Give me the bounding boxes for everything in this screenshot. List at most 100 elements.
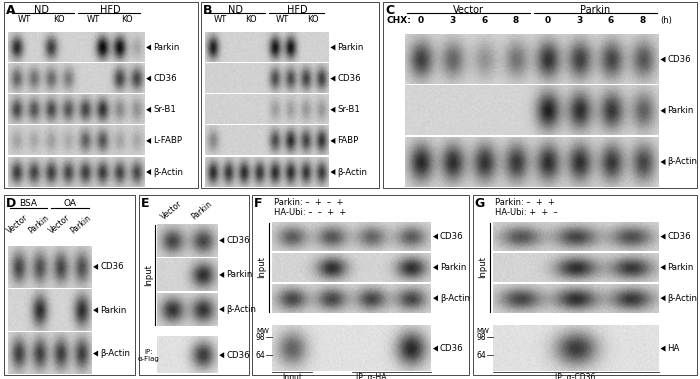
Text: β-Actin: β-Actin	[668, 294, 697, 303]
Text: KO: KO	[307, 15, 318, 24]
Bar	[272, 284, 431, 313]
Polygon shape	[146, 138, 151, 144]
Bar	[405, 86, 659, 135]
Text: KO: KO	[53, 15, 64, 24]
Text: CD36: CD36	[337, 74, 361, 83]
Text: WT: WT	[276, 15, 288, 24]
Polygon shape	[661, 56, 666, 63]
Polygon shape	[146, 44, 151, 50]
Text: HA-Ubi: +  +  –: HA-Ubi: + + –	[494, 208, 557, 217]
Text: C: C	[385, 4, 394, 17]
Bar	[205, 126, 328, 155]
Text: 98: 98	[477, 333, 486, 342]
Text: β-Actin: β-Actin	[100, 349, 130, 358]
Text: FABP: FABP	[337, 136, 358, 146]
Text: WT: WT	[86, 15, 99, 24]
Text: L-FABP: L-FABP	[153, 136, 182, 146]
Polygon shape	[330, 44, 335, 50]
Text: ND: ND	[34, 5, 49, 15]
Text: Vector: Vector	[160, 199, 184, 221]
Bar	[493, 326, 659, 371]
Text: KO: KO	[246, 15, 257, 24]
Text: BSA: BSA	[20, 199, 37, 208]
Text: Parkin: Parkin	[190, 199, 214, 221]
Polygon shape	[661, 233, 666, 240]
Polygon shape	[146, 169, 151, 175]
Polygon shape	[661, 108, 666, 114]
Text: CD36: CD36	[440, 232, 463, 241]
Text: 3: 3	[449, 16, 456, 25]
Bar	[8, 64, 144, 93]
Text: B: B	[203, 4, 212, 17]
Text: 8: 8	[512, 16, 519, 25]
Polygon shape	[219, 237, 224, 243]
Text: MW: MW	[477, 328, 489, 334]
Text: β-Actin: β-Actin	[668, 158, 697, 166]
Text: β-Actin: β-Actin	[337, 168, 368, 177]
Text: HFD: HFD	[99, 5, 120, 15]
Bar	[473, 195, 696, 375]
Bar	[8, 246, 91, 288]
Bar	[493, 284, 659, 313]
Text: CD36: CD36	[153, 74, 176, 83]
Text: Input: Input	[282, 373, 302, 379]
Bar	[205, 95, 328, 124]
Polygon shape	[330, 75, 335, 81]
Text: ND: ND	[228, 5, 244, 15]
Bar	[205, 157, 328, 186]
Text: E: E	[141, 197, 149, 210]
Polygon shape	[433, 346, 438, 352]
Text: Parkin: Parkin	[668, 106, 694, 115]
Polygon shape	[330, 107, 335, 113]
Bar	[205, 64, 328, 93]
Polygon shape	[93, 307, 98, 313]
Text: Parkin: –  +  +: Parkin: – + +	[494, 198, 554, 207]
Bar	[272, 326, 431, 371]
Bar	[405, 137, 659, 186]
Text: CD36: CD36	[100, 262, 124, 271]
Bar	[8, 95, 144, 124]
Bar	[157, 293, 217, 326]
Bar	[8, 126, 144, 155]
Text: MW: MW	[256, 328, 269, 334]
Bar	[252, 195, 469, 375]
Bar	[157, 258, 217, 291]
Bar	[157, 224, 217, 257]
Text: KO: KO	[121, 15, 133, 24]
Text: 0: 0	[545, 16, 551, 25]
Polygon shape	[330, 169, 335, 175]
Text: 8: 8	[640, 16, 646, 25]
Text: F: F	[254, 197, 262, 210]
Text: Parkin: Parkin	[580, 5, 610, 15]
Text: G: G	[475, 197, 485, 210]
Polygon shape	[219, 272, 224, 278]
Text: Input: Input	[258, 257, 267, 278]
Text: 64: 64	[256, 351, 266, 360]
Text: Vector: Vector	[48, 213, 72, 235]
Text: Parkin: Parkin	[69, 213, 92, 235]
Bar	[157, 337, 217, 373]
Text: WT: WT	[18, 15, 32, 24]
Polygon shape	[433, 265, 438, 270]
Polygon shape	[93, 351, 98, 357]
Text: Sr-B1: Sr-B1	[337, 105, 360, 114]
Text: CHX:: CHX:	[387, 16, 412, 25]
Polygon shape	[661, 295, 666, 301]
Bar	[8, 33, 144, 62]
Polygon shape	[661, 159, 666, 165]
Bar	[4, 195, 135, 375]
Text: Parkin: Parkin	[226, 270, 253, 279]
Bar	[272, 222, 431, 251]
Text: 64: 64	[477, 351, 486, 360]
Text: Parkin: Parkin	[337, 43, 364, 52]
Bar	[383, 2, 696, 188]
Polygon shape	[330, 138, 335, 144]
Text: β-Actin: β-Actin	[226, 305, 256, 314]
Polygon shape	[661, 265, 666, 270]
Text: Sr-B1: Sr-B1	[153, 105, 176, 114]
Bar	[8, 157, 144, 186]
Text: Input: Input	[478, 257, 487, 278]
Text: HFD: HFD	[287, 5, 308, 15]
Text: 3: 3	[576, 16, 582, 25]
Text: CD36: CD36	[440, 344, 463, 353]
